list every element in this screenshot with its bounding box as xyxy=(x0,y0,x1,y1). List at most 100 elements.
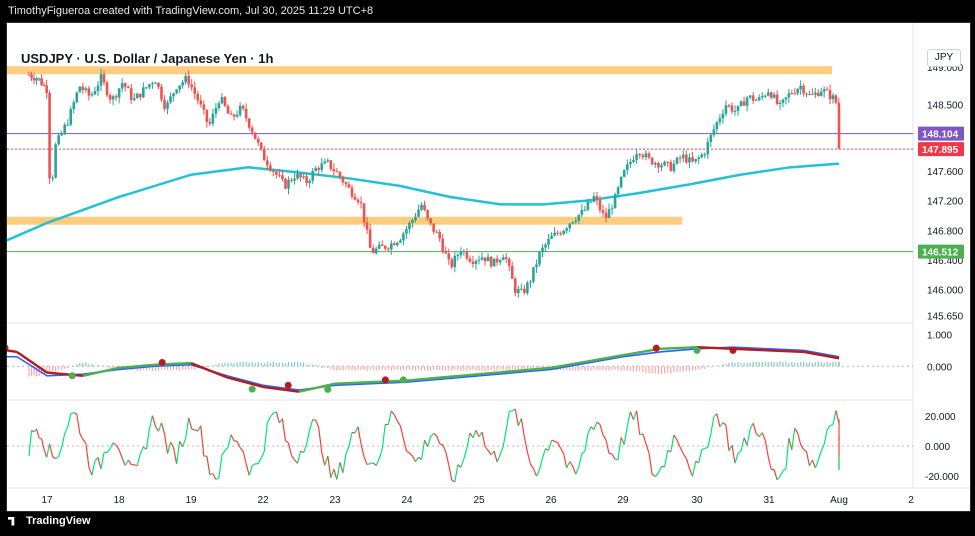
currency-button[interactable]: JPY xyxy=(927,49,961,67)
oscillator-segment xyxy=(339,462,344,474)
oscillator-segment xyxy=(402,438,408,452)
oscillator-segment xyxy=(541,448,547,459)
candle-body xyxy=(129,88,133,100)
signal-line-segment xyxy=(334,380,372,385)
candle-body xyxy=(166,102,169,109)
oscillator-segment xyxy=(411,455,417,462)
oscillator-segment xyxy=(342,453,347,473)
oscillator-segment xyxy=(315,419,320,428)
price-axis[interactable]: 149.000 148.500 147.600 147.200 146.800 146.4… xyxy=(918,63,964,483)
candle-body xyxy=(69,109,73,125)
candle-body xyxy=(72,102,76,110)
candle-body xyxy=(377,244,381,249)
oscillator-segment xyxy=(776,476,781,481)
candle-body xyxy=(193,87,197,94)
candle-body xyxy=(347,184,351,188)
oscillator-segment xyxy=(673,434,678,441)
candle-body xyxy=(262,148,266,161)
candle-body xyxy=(66,124,70,126)
oscillator-segment xyxy=(248,465,253,476)
oscillator-segment xyxy=(523,436,528,453)
candle-body xyxy=(393,243,396,246)
oscillator-segment xyxy=(31,429,35,433)
oscillator-segment xyxy=(85,443,90,468)
candle-body xyxy=(483,257,487,262)
candle-body xyxy=(721,113,725,119)
chart-svg[interactable]: 149.000 148.500 147.600 147.200 146.800 146.4… xyxy=(7,23,970,511)
oscillator-segment xyxy=(91,460,96,476)
candle-body xyxy=(532,267,535,282)
candle-body xyxy=(441,238,445,252)
candle-body xyxy=(739,101,743,106)
candle-body xyxy=(474,260,478,265)
oscillator-segment xyxy=(575,466,580,475)
candle-body xyxy=(253,132,257,140)
oscillator-segment xyxy=(115,444,120,451)
oscillator-segment xyxy=(670,434,675,453)
oscillator-segment xyxy=(67,413,72,428)
candle-body xyxy=(344,182,348,185)
oscillator-segment xyxy=(139,446,144,454)
candle-body xyxy=(678,157,682,159)
candle-body xyxy=(697,157,701,159)
oscillator-segment xyxy=(707,433,712,448)
oscillator-segment xyxy=(309,419,314,430)
candle-body xyxy=(81,86,85,91)
cross-marker xyxy=(7,344,9,351)
candle-body xyxy=(311,171,314,181)
candle-body xyxy=(796,89,799,94)
signal-line-segment xyxy=(298,382,336,393)
candle-body xyxy=(568,223,572,229)
candle-body xyxy=(214,108,218,114)
oscillator-segment xyxy=(746,428,751,446)
candle-body xyxy=(805,93,808,95)
candle-body xyxy=(691,157,694,162)
price-tick-label: 146.400 xyxy=(927,256,964,267)
candle-body xyxy=(492,258,496,267)
oscillator-segment xyxy=(109,442,114,449)
tradingview-brand[interactable]: TradingView xyxy=(8,515,91,527)
chart-area[interactable]: 149.000 148.500 147.600 147.200 146.800 146.4… xyxy=(6,22,971,512)
candle-body xyxy=(332,169,336,172)
candle-body xyxy=(244,108,248,119)
candle-body xyxy=(834,95,838,103)
candle-body xyxy=(517,289,520,294)
candle-body xyxy=(736,105,740,111)
cross-marker xyxy=(652,344,660,352)
candle-body xyxy=(169,96,172,103)
green-price-label: 146.512 xyxy=(922,248,959,259)
last-price-label-bg xyxy=(918,142,964,157)
oscillator-segment xyxy=(330,468,335,479)
candle-body xyxy=(632,159,635,163)
candle-body xyxy=(278,174,281,176)
oscillator-segment xyxy=(35,428,40,438)
oscillator-segment xyxy=(381,424,386,450)
oscillator-segment xyxy=(154,426,159,432)
time-axis[interactable]: 17 18 19 22 23 24 25 26 29 30 31 Aug 2 xyxy=(41,495,914,506)
oscillator-segment xyxy=(767,456,772,470)
oscillator-segment xyxy=(805,451,811,467)
oscillator-segment xyxy=(218,454,223,478)
oscillator-segment xyxy=(794,427,799,434)
oscillator-segment xyxy=(632,410,638,421)
candle-body xyxy=(811,93,814,95)
oscillator-segment xyxy=(43,449,48,458)
candle-body xyxy=(456,255,460,257)
oscillator-segment xyxy=(472,430,477,438)
oscillator-segment xyxy=(484,446,489,451)
signal-line-segment xyxy=(442,373,480,379)
candle-body xyxy=(510,265,514,279)
candle-body xyxy=(102,74,106,83)
oscillator-segment xyxy=(587,426,592,435)
oscillator-segment xyxy=(76,414,81,434)
candle-body xyxy=(293,178,296,181)
oscillator-segment xyxy=(221,450,226,456)
macd-pane xyxy=(7,344,913,393)
oscillator-segment xyxy=(88,466,93,476)
oscillator-segment xyxy=(406,450,410,454)
candle-body xyxy=(126,86,130,89)
candle-body xyxy=(650,157,654,165)
oscillator-segment xyxy=(188,417,193,430)
candle-body xyxy=(190,84,194,88)
time-tick-label: 26 xyxy=(545,495,557,506)
